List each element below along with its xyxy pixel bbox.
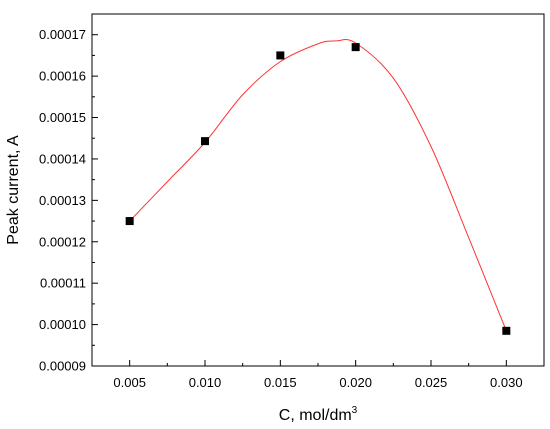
x-tick-label: 0.025 (415, 375, 448, 390)
x-axis-title-text: C, mol/dm (279, 407, 352, 424)
x-tick-label: 0.015 (264, 375, 297, 390)
data-point (201, 137, 209, 146)
data-points (125, 43, 511, 335)
fit-curve (129, 39, 507, 331)
y-tick-label: 0.00015 (39, 110, 86, 125)
x-axis-tick-labels: 0.005 0.010 0.015 0.020 0.025 0.030 (113, 375, 522, 390)
data-point (502, 326, 511, 335)
y-tick-label: 0.00011 (40, 276, 86, 291)
x-axis-title-superscript: 3 (352, 405, 358, 416)
y-tick-label: 0.00009 (39, 359, 86, 374)
y-axis-ticks (92, 34, 98, 367)
data-point (125, 217, 134, 226)
y-tick-label: 0.00017 (39, 27, 86, 42)
data-point (351, 43, 360, 52)
x-tick-label: 0.005 (113, 375, 146, 390)
data-point (276, 51, 285, 60)
x-tick-label: 0.030 (490, 375, 523, 390)
x-axis-ticks (129, 360, 507, 366)
y-axis-tick-labels: 0.00009 0.00010 0.00011 0.00012 0.00013 0.000… (39, 27, 86, 373)
y-tick-label: 0.00014 (39, 151, 86, 166)
x-axis-title: C, mol/dm3 (279, 405, 358, 424)
x-tick-label: 0.010 (189, 375, 222, 390)
y-tick-label: 0.00010 (39, 317, 86, 332)
y-tick-label: 0.00016 (39, 69, 86, 84)
y-tick-label: 0.00012 (39, 234, 86, 249)
x-tick-label: 0.020 (339, 375, 372, 390)
y-axis-title: Peak current, A (5, 135, 22, 245)
y-tick-label: 0.00013 (39, 193, 86, 208)
